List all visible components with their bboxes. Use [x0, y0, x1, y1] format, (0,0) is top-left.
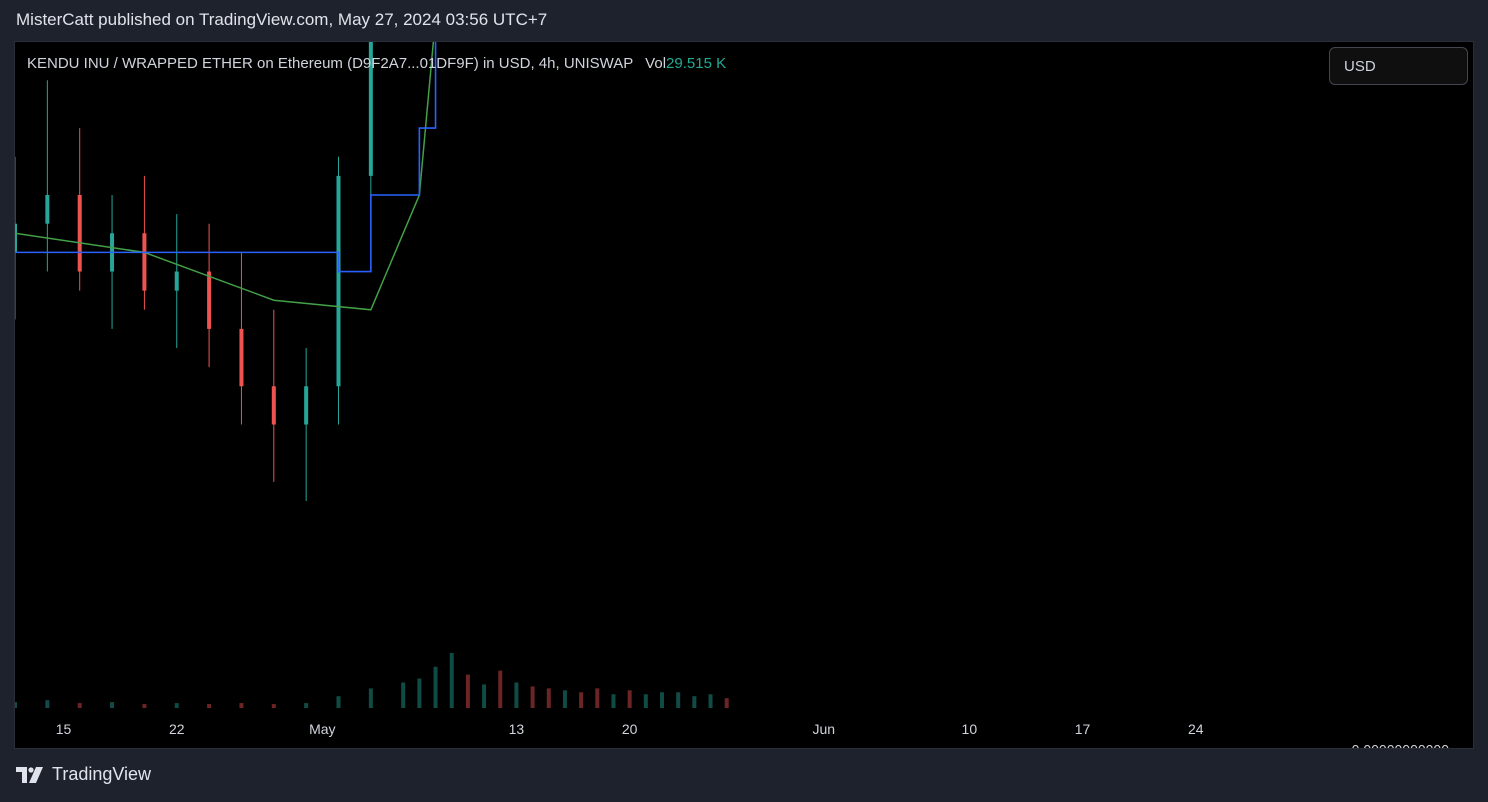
volume-bar	[239, 703, 244, 708]
candle-body	[207, 271, 212, 329]
volume-value: 29.515 K	[666, 55, 727, 72]
x-tick-label: Jun	[812, 721, 835, 737]
volume-bar	[417, 678, 422, 708]
tradingview-logo[interactable]: TradingView	[16, 764, 151, 785]
volume-bar	[724, 698, 729, 708]
volume-bar	[465, 674, 470, 708]
volume-bar	[676, 692, 681, 708]
symbol-title: KENDU INU / WRAPPED ETHER on Ethereum (D…	[27, 55, 633, 72]
price-chart[interactable]: 0.000070000000.000060000000.000050000000…	[15, 42, 1474, 749]
candle-body	[304, 386, 309, 425]
volume-bar	[514, 682, 519, 708]
volume-bar	[627, 690, 632, 708]
volume-bar	[498, 670, 503, 708]
symbol-legend: KENDU INU / WRAPPED ETHER on Ethereum (D…	[27, 55, 726, 72]
candle-body	[336, 175, 341, 387]
volume-bar	[595, 688, 600, 708]
volume-bar	[708, 694, 713, 708]
volume-bar	[449, 653, 454, 708]
y-tick-label: 0.00000000000	[1352, 742, 1450, 749]
candle-body	[368, 42, 373, 176]
moving-average-line	[15, 42, 435, 311]
currency-button[interactable]: USD	[1329, 47, 1468, 85]
x-tick-label: 13	[509, 721, 525, 737]
volume-bar	[643, 694, 648, 708]
volume-bar	[368, 688, 373, 708]
volume-bar	[207, 704, 212, 708]
volume-bar	[304, 703, 309, 708]
volume-bar	[562, 690, 567, 708]
x-tick-label: 17	[1075, 721, 1091, 737]
volume-bar	[611, 694, 616, 708]
candle-body	[239, 328, 244, 387]
volume-bar	[77, 703, 82, 708]
volume-bar	[110, 702, 115, 708]
x-tick-label: 24	[1188, 721, 1204, 737]
x-tick-label: 22	[169, 721, 185, 737]
step-line	[15, 42, 437, 273]
volume-bar	[530, 686, 535, 708]
chart-panel[interactable]: 0.000070000000.000060000000.000050000000…	[14, 41, 1474, 749]
x-tick-label: 10	[962, 721, 978, 737]
candle-body	[15, 223, 17, 253]
volume-bar	[482, 684, 487, 708]
volume-bar	[174, 703, 179, 708]
x-tick-label: 20	[622, 721, 638, 737]
publisher-header: MisterCatt published on TradingView.com,…	[16, 10, 548, 29]
candle-body	[77, 195, 82, 272]
volume-bar	[660, 692, 664, 708]
volume-bar	[45, 700, 50, 708]
candle-body	[45, 195, 50, 224]
volume-bar	[579, 692, 584, 708]
volume-bar	[401, 682, 406, 708]
tradingview-logo-text: TradingView	[52, 764, 152, 784]
volume-bar	[142, 704, 147, 708]
volume-bar	[433, 666, 438, 708]
volume-bar	[692, 696, 697, 708]
x-tick-label: 15	[56, 721, 72, 737]
x-tick-label: May	[309, 721, 335, 737]
volume-bar	[15, 702, 17, 708]
volume-label: Vol	[645, 55, 667, 72]
tradingview-logo-icon	[16, 766, 43, 783]
candle-body	[271, 386, 276, 425]
volume-bar	[336, 696, 341, 708]
candle-body	[174, 271, 179, 291]
volume-bar	[546, 688, 551, 708]
volume-bar	[271, 704, 276, 708]
candle-body	[142, 233, 147, 291]
